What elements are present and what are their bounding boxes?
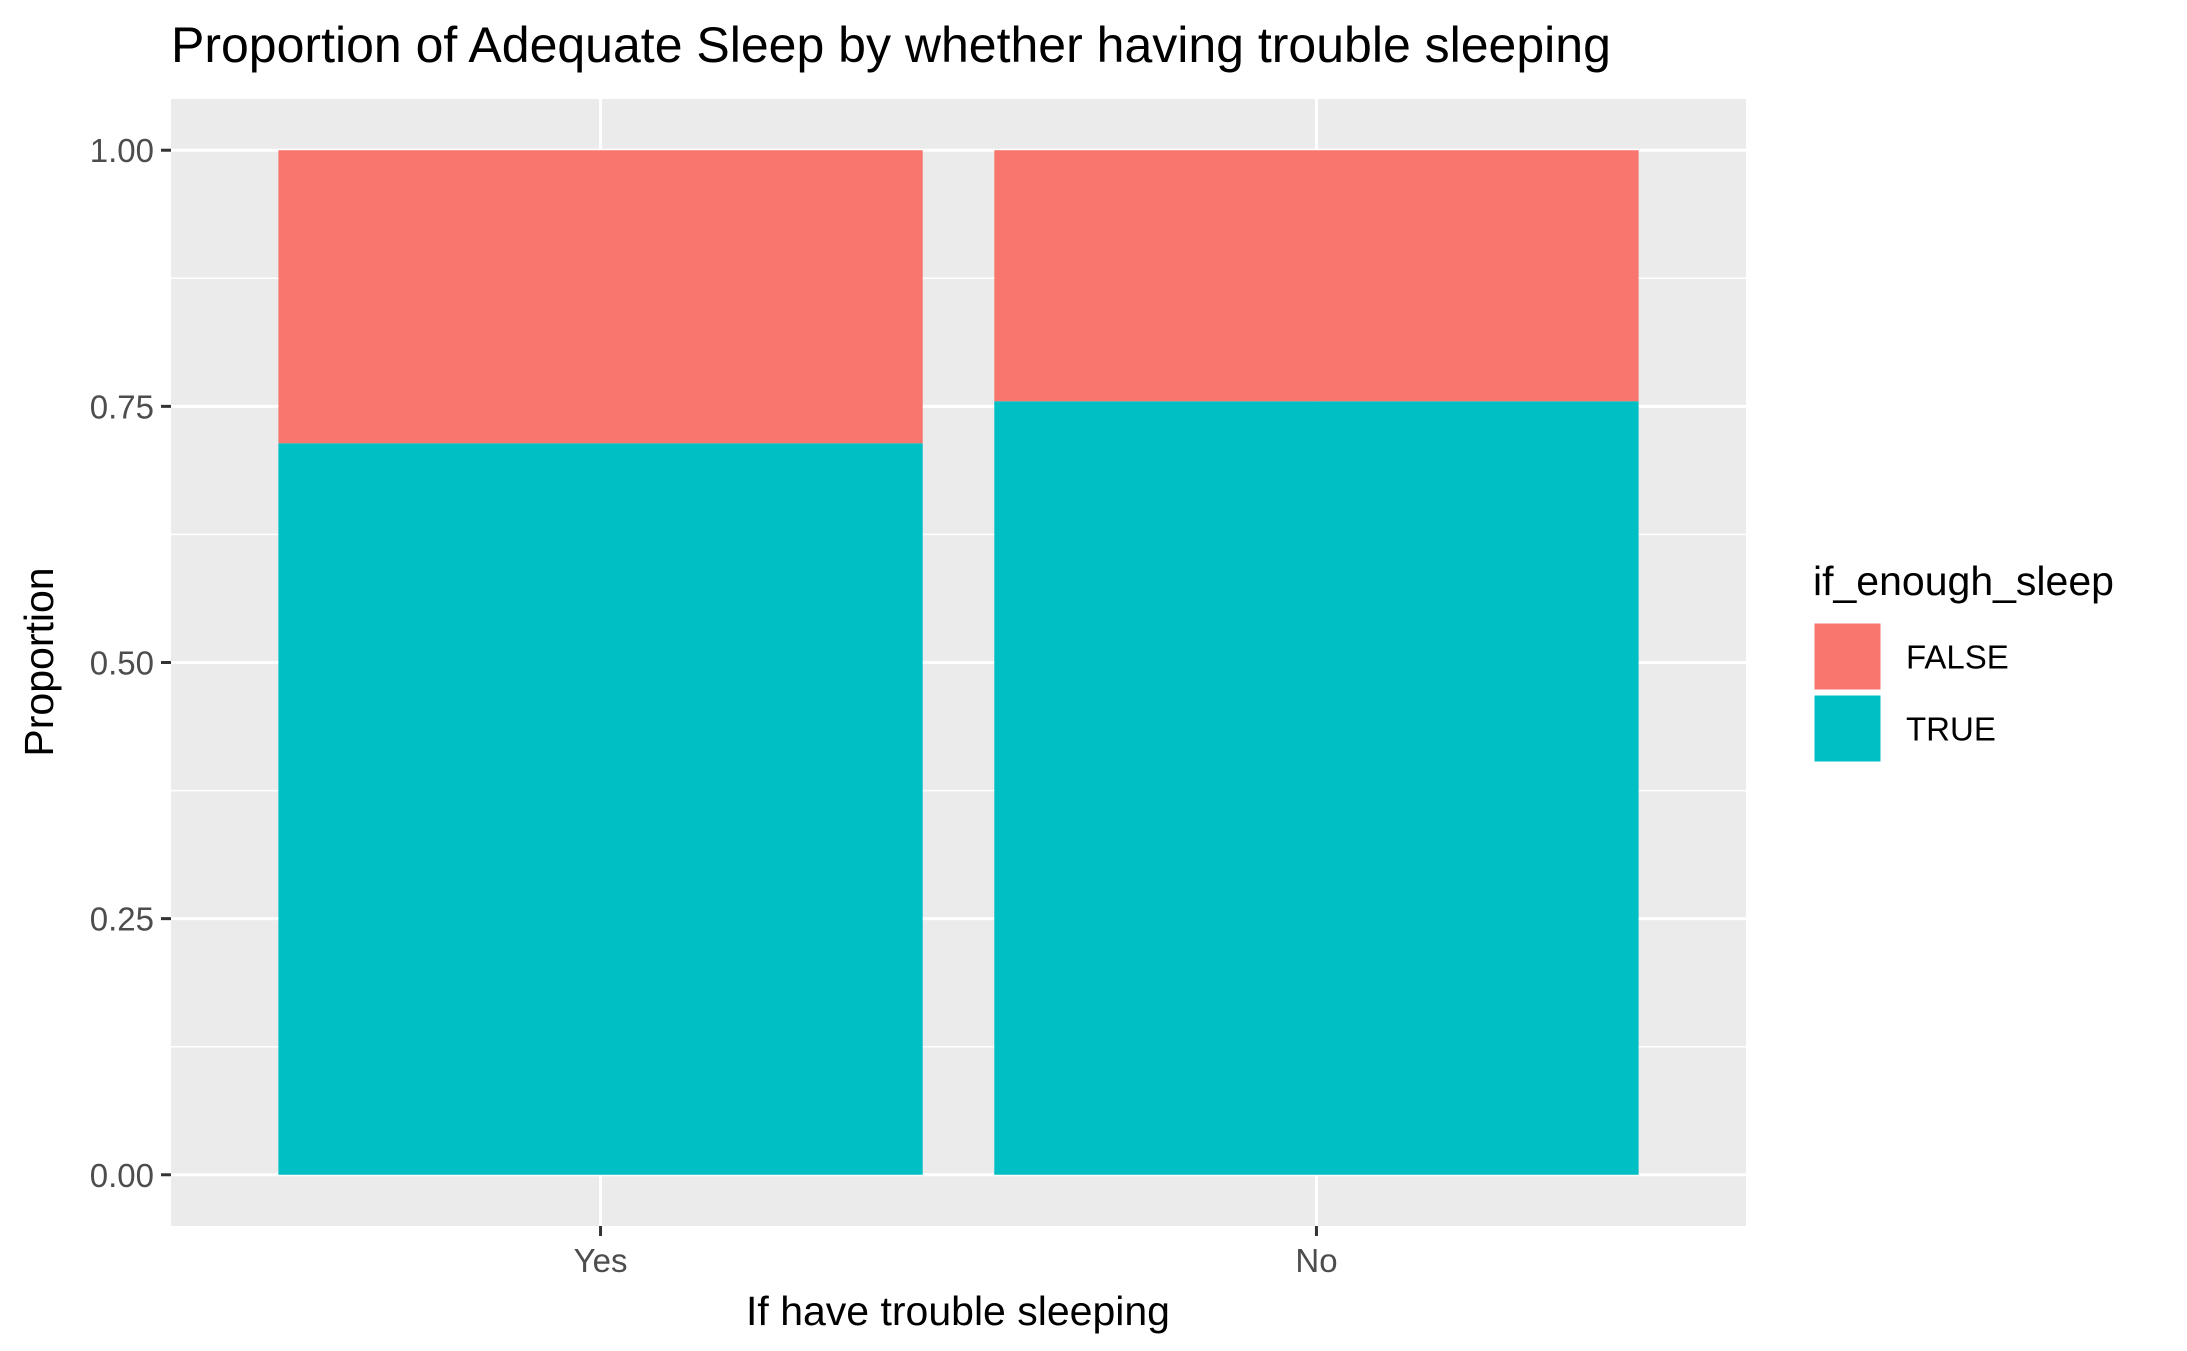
bars xyxy=(278,150,1639,1175)
legend-title: if_enough_sleep xyxy=(1813,558,2114,604)
x-axis: Yes No xyxy=(574,1226,1338,1279)
x-tick-label: Yes xyxy=(574,1242,628,1279)
bar-no-true xyxy=(994,401,1639,1175)
legend-label-false: FALSE xyxy=(1906,639,2009,676)
x-tick-label: No xyxy=(1295,1242,1337,1279)
legend: if_enough_sleep FALSE TRUE xyxy=(1811,558,2114,765)
chart-title: Proportion of Adequate Sleep by whether … xyxy=(171,17,1611,73)
bar-yes-true xyxy=(278,443,923,1175)
y-tick-label: 1.00 xyxy=(90,132,154,169)
bar-no-false xyxy=(994,150,1639,402)
x-axis-title: If have trouble sleeping xyxy=(746,1288,1170,1334)
y-axis-title: Proportion xyxy=(16,567,62,756)
y-tick-label: 0.25 xyxy=(90,901,154,938)
y-axis: 0.00 0.25 0.50 0.75 1.00 xyxy=(90,132,171,1194)
y-tick-label: 0.75 xyxy=(90,388,154,425)
y-tick-label: 0.00 xyxy=(90,1157,154,1194)
legend-key-true xyxy=(1811,692,1884,765)
bar-yes-false xyxy=(278,150,923,444)
legend-label-true: TRUE xyxy=(1906,711,1996,748)
legend-key-false xyxy=(1811,620,1884,693)
y-tick-label: 0.50 xyxy=(90,645,154,682)
